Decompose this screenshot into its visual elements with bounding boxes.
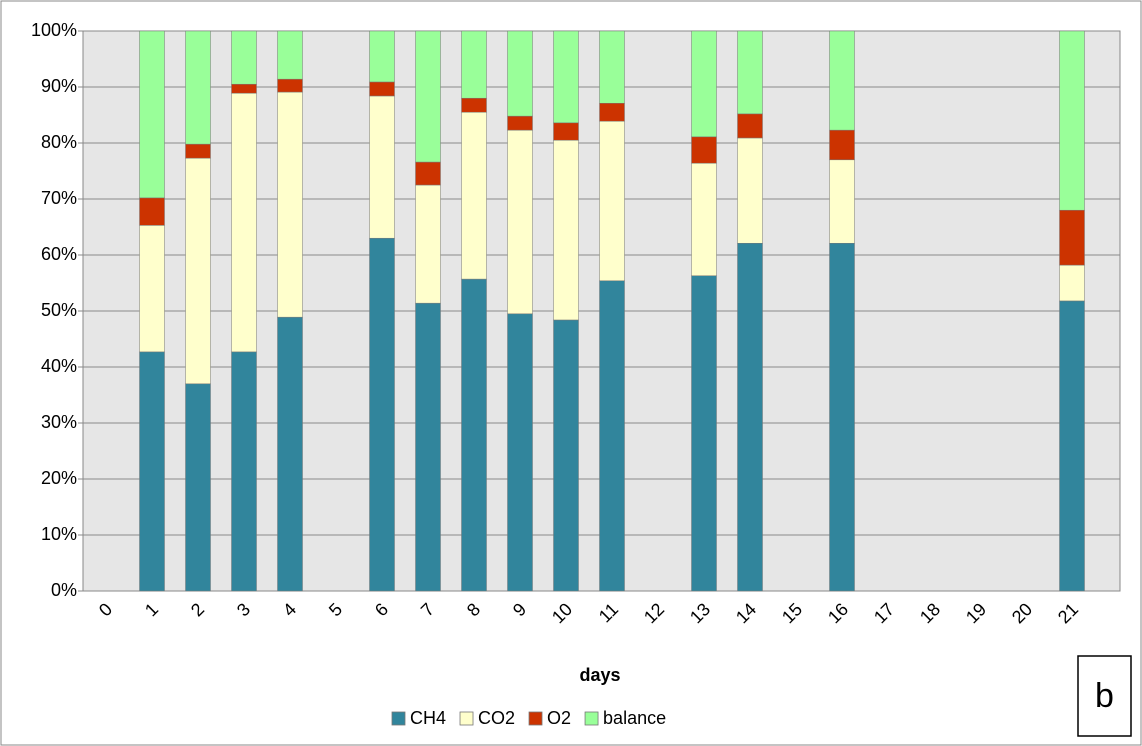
bar-segment (231, 83, 257, 94)
bar-segment (599, 280, 625, 592)
bar-segment (369, 30, 395, 83)
y-tick-label: 10% (41, 524, 77, 544)
bar-segment (185, 143, 211, 159)
bar-segment (1059, 209, 1085, 266)
legend-swatch (459, 711, 474, 726)
legend-swatch (584, 711, 599, 726)
y-tick-label: 20% (41, 468, 77, 488)
bar-segment (829, 159, 855, 244)
bar-segment (231, 30, 257, 85)
bar-segment (1059, 264, 1085, 302)
annotation-box (1077, 655, 1132, 737)
bar-segment (415, 30, 441, 163)
bar-segment (231, 351, 257, 592)
y-tick-label: 90% (41, 76, 77, 96)
legend-swatch (528, 711, 543, 726)
bar-segment (369, 95, 395, 239)
y-tick-label: 0% (51, 580, 77, 600)
bar-segment (829, 242, 855, 592)
bar-segment (553, 122, 579, 141)
bar-segment (415, 302, 441, 592)
bar-segment (461, 30, 487, 99)
legend-swatch (391, 711, 406, 726)
bar-segment (553, 139, 579, 321)
bar-segment (369, 81, 395, 97)
bar-segment (553, 319, 579, 592)
bar-segment (737, 137, 763, 244)
y-tick-label: 40% (41, 356, 77, 376)
bar-segment (139, 351, 165, 592)
bar-segment (737, 113, 763, 139)
bar-segment (691, 275, 717, 592)
bar-segment (599, 120, 625, 282)
bar-segment (139, 225, 165, 353)
bar-segment (461, 97, 487, 113)
y-tick-label: 30% (41, 412, 77, 432)
bar-segment (277, 91, 303, 318)
bar-segment (599, 102, 625, 122)
bar-segment (691, 30, 717, 138)
bar-segment (139, 197, 165, 226)
legend-label: CH4 (410, 708, 446, 728)
bar-segment (277, 78, 303, 93)
bar-segment (277, 30, 303, 80)
bar-segment (737, 30, 763, 115)
y-tick-label: 100% (31, 20, 77, 40)
bar-segment (277, 316, 303, 592)
bar-segment (737, 242, 763, 592)
bar-segment (691, 136, 717, 164)
bar-segment (231, 92, 257, 353)
bar-segment (507, 129, 533, 315)
bar-segment (507, 30, 533, 117)
annotation: b (1095, 677, 1114, 715)
y-tick-label: 50% (41, 300, 77, 320)
bar-segment (185, 383, 211, 592)
bar-segment (507, 313, 533, 592)
legend-label: O2 (547, 708, 571, 728)
y-tick-label: 80% (41, 132, 77, 152)
bar-segment (415, 161, 441, 186)
bar-segment (185, 30, 211, 145)
bar-segment (415, 184, 441, 304)
bar-segment (1059, 30, 1085, 211)
x-axis-label: days (579, 665, 620, 685)
bar-segment (691, 162, 717, 276)
bar-segment (599, 30, 625, 104)
bar-segment (369, 237, 395, 592)
bar-segment (461, 111, 487, 280)
bar-segment (829, 129, 855, 161)
bar-segment (553, 30, 579, 124)
bar-segment (139, 30, 165, 199)
legend-label: CO2 (478, 708, 515, 728)
bar-segment (1059, 300, 1085, 592)
y-tick-label: 60% (41, 244, 77, 264)
bar-segment (507, 115, 533, 131)
bar-segment (829, 30, 855, 131)
bar-segment (185, 157, 211, 385)
y-tick-label: 70% (41, 188, 77, 208)
bar-segment (461, 278, 487, 592)
legend-label: balance (603, 708, 666, 728)
